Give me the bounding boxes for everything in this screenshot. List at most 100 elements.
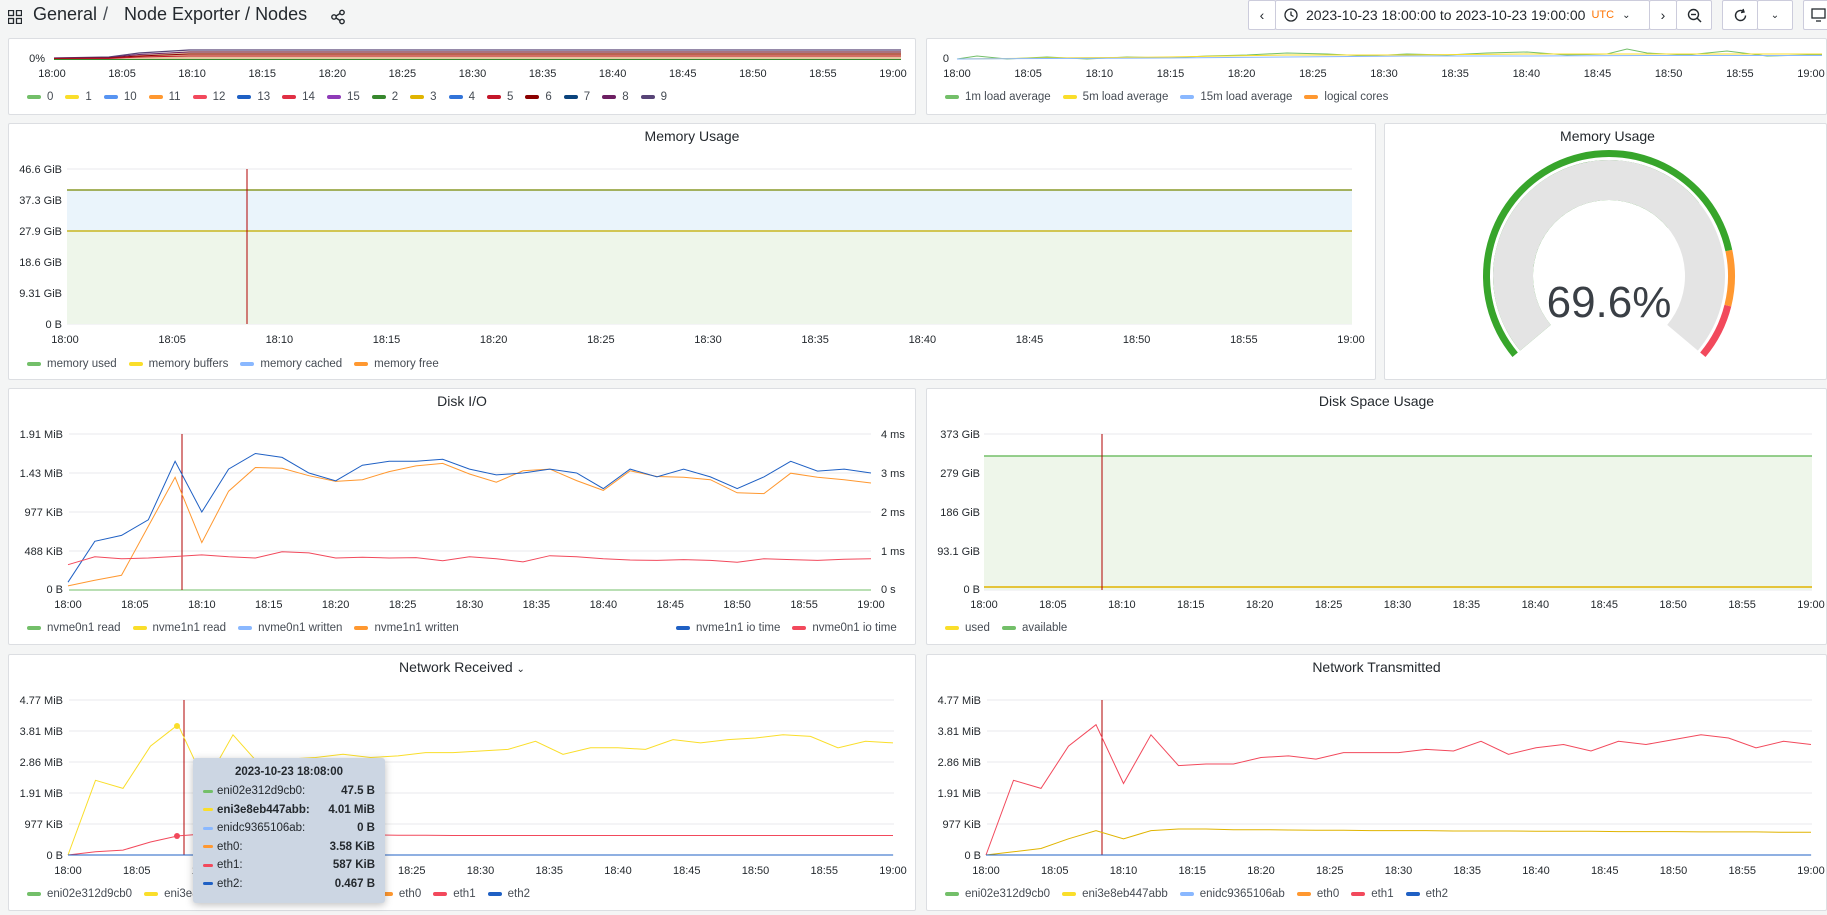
legend-item[interactable]: 5m load average bbox=[1062, 91, 1168, 103]
x-tick-label: 18:05 bbox=[108, 68, 136, 80]
legend-item[interactable]: 14 bbox=[282, 91, 315, 103]
breadcrumb-separator: / bbox=[103, 4, 109, 24]
legend-item[interactable]: 11 bbox=[148, 91, 181, 103]
x-tick-label: 18:35 bbox=[529, 68, 557, 80]
timezone-label: UTC bbox=[1591, 9, 1615, 21]
legend-item[interactable]: 1 bbox=[65, 91, 92, 103]
gauge-track bbox=[1493, 160, 1725, 351]
breadcrumb-root[interactable]: General bbox=[33, 4, 98, 24]
x-tick-label: 18:55 bbox=[1728, 599, 1756, 611]
legend-item[interactable]: 9 bbox=[640, 91, 667, 103]
legend-item[interactable]: memory free bbox=[354, 358, 439, 370]
legend-color-swatch bbox=[1296, 892, 1311, 896]
legend-label: 11 bbox=[168, 91, 181, 103]
legend-item[interactable]: eth2 bbox=[1405, 888, 1448, 900]
legend-label: memory free bbox=[374, 358, 439, 370]
legend-label: 5 bbox=[506, 91, 514, 103]
x-tick-label: 18:30 bbox=[694, 334, 722, 346]
x-tick-label: 18:05 bbox=[158, 334, 186, 346]
memory-legend: memory used memory buffers memory cached me… bbox=[27, 358, 451, 370]
time-range-label: 2023-10-23 18:00:00 to 2023-10-23 19:00:… bbox=[1306, 7, 1586, 23]
x-tick-label: 18:45 bbox=[1591, 865, 1619, 877]
legend-item[interactable]: used bbox=[945, 622, 990, 634]
y-tick-label: 27.9 GiB bbox=[19, 226, 62, 238]
disk-available-area bbox=[984, 456, 1812, 590]
legend-item[interactable]: eth0 bbox=[378, 888, 421, 900]
legend-item[interactable]: nvme1n1 read bbox=[132, 622, 227, 634]
x-tick-label: 18:35 bbox=[801, 334, 829, 346]
x-tick-label: 18:25 bbox=[1299, 68, 1327, 80]
series-line bbox=[67, 462, 872, 587]
legend-item[interactable]: eth1 bbox=[1351, 888, 1394, 900]
time-back-button[interactable]: ‹ bbox=[1248, 0, 1276, 30]
legend-item[interactable]: 0 bbox=[27, 91, 53, 103]
legend-item[interactable]: nvme0n1 io time bbox=[792, 622, 897, 634]
legend-item[interactable]: 3 bbox=[410, 91, 437, 103]
x-tick-label: 18:10 bbox=[178, 68, 206, 80]
y-tick-label: 2 ms bbox=[881, 507, 905, 519]
legend-item[interactable]: 2 bbox=[371, 91, 398, 103]
legend-label: nvme1n1 read bbox=[152, 622, 227, 634]
legend-label: nvme1n1 io time bbox=[696, 622, 781, 634]
x-tick-label: 18:40 bbox=[590, 599, 618, 611]
y-tick-label: 4.77 MiB bbox=[20, 695, 63, 707]
refresh-button[interactable] bbox=[1722, 0, 1758, 30]
legend-label: eth2 bbox=[507, 888, 530, 900]
legend-item[interactable]: nvme1n1 io time bbox=[676, 622, 780, 634]
legend-item[interactable]: 15 bbox=[326, 91, 360, 103]
legend-item[interactable]: memory used bbox=[27, 358, 117, 370]
legend-item[interactable]: 6 bbox=[525, 91, 552, 103]
y-tick-label: 0 B bbox=[964, 850, 981, 862]
legend-item[interactable]: nvme0n1 written bbox=[238, 622, 342, 634]
cpu-series-line bbox=[53, 55, 901, 60]
x-tick-label: 18:45 bbox=[673, 865, 701, 877]
legend-item[interactable]: eth2 bbox=[487, 888, 530, 900]
legend-item[interactable]: eni02e312d9cb0 bbox=[945, 888, 1050, 900]
legend-item[interactable]: enidc9365106ab bbox=[1179, 888, 1285, 900]
dashboards-grid-icon[interactable] bbox=[8, 10, 22, 24]
legend-item[interactable]: 4 bbox=[448, 91, 475, 103]
legend-item[interactable]: eth0 bbox=[1296, 888, 1339, 900]
legend-color-swatch bbox=[1351, 892, 1366, 896]
legend-item[interactable]: logical cores bbox=[1304, 91, 1388, 103]
x-tick-label: 18:15 bbox=[248, 68, 276, 80]
legend-color-swatch bbox=[945, 892, 959, 896]
legend-item[interactable]: eni3e8eb447abb bbox=[1062, 888, 1168, 900]
tooltip-series-name: eth1: bbox=[217, 859, 243, 872]
x-tick-label: 18:05 bbox=[1041, 865, 1069, 877]
x-tick-label: 18:00 bbox=[54, 599, 82, 611]
legend-item[interactable]: memory buffers bbox=[128, 358, 228, 370]
share-icon[interactable] bbox=[330, 9, 346, 25]
legend-item[interactable]: 7 bbox=[563, 91, 590, 103]
legend-item[interactable]: nvme0n1 read bbox=[27, 622, 121, 634]
legend-item[interactable]: eth1 bbox=[433, 888, 476, 900]
legend-item[interactable]: 10 bbox=[103, 91, 137, 103]
top-bar: General / Node Exporter / Nodes ‹ 2023-1… bbox=[0, 0, 1827, 34]
series-line bbox=[985, 723, 1812, 856]
breadcrumb-page-title[interactable]: Node Exporter / Nodes bbox=[124, 4, 308, 24]
refresh-interval-dropdown[interactable]: ⌄ bbox=[1757, 0, 1793, 30]
x-tick-label: 18:45 bbox=[669, 68, 697, 80]
legend-item[interactable]: 15m load average bbox=[1180, 91, 1292, 103]
legend-label: 3 bbox=[430, 91, 437, 103]
legend-item[interactable]: nvme1n1 written bbox=[354, 622, 459, 634]
legend-item[interactable]: eni02e312d9cb0 bbox=[27, 888, 132, 900]
time-forward-button[interactable]: › bbox=[1649, 0, 1677, 30]
legend-item[interactable]: 8 bbox=[602, 91, 629, 103]
refresh-icon bbox=[1734, 8, 1746, 21]
legend-item[interactable]: available bbox=[1001, 622, 1067, 634]
panel-title[interactable]: Network Received ⌄ bbox=[9, 659, 915, 675]
legend-item[interactable]: 5 bbox=[486, 91, 514, 103]
legend-item[interactable]: memory cached bbox=[240, 358, 342, 370]
legend-item[interactable]: 12 bbox=[192, 91, 225, 103]
legend-item[interactable]: 1m load average bbox=[945, 91, 1051, 103]
disk-space-x-axis: 18:00 18:05 18:10 18:15 18:20 18:25 18:30 18:35… bbox=[970, 599, 1825, 611]
y-tick-label: 0 B bbox=[46, 584, 63, 596]
legend-color-swatch bbox=[65, 95, 80, 99]
y-tick-label: 0% bbox=[29, 53, 45, 65]
panel-title: Disk Space Usage bbox=[1318, 393, 1435, 409]
time-picker-button[interactable]: 2023-10-23 18:00:00 to 2023-10-23 19:00:… bbox=[1275, 0, 1650, 30]
tv-mode-button[interactable] bbox=[1803, 0, 1827, 30]
legend-item[interactable]: 13 bbox=[237, 91, 270, 103]
zoom-out-button[interactable] bbox=[1676, 0, 1712, 30]
